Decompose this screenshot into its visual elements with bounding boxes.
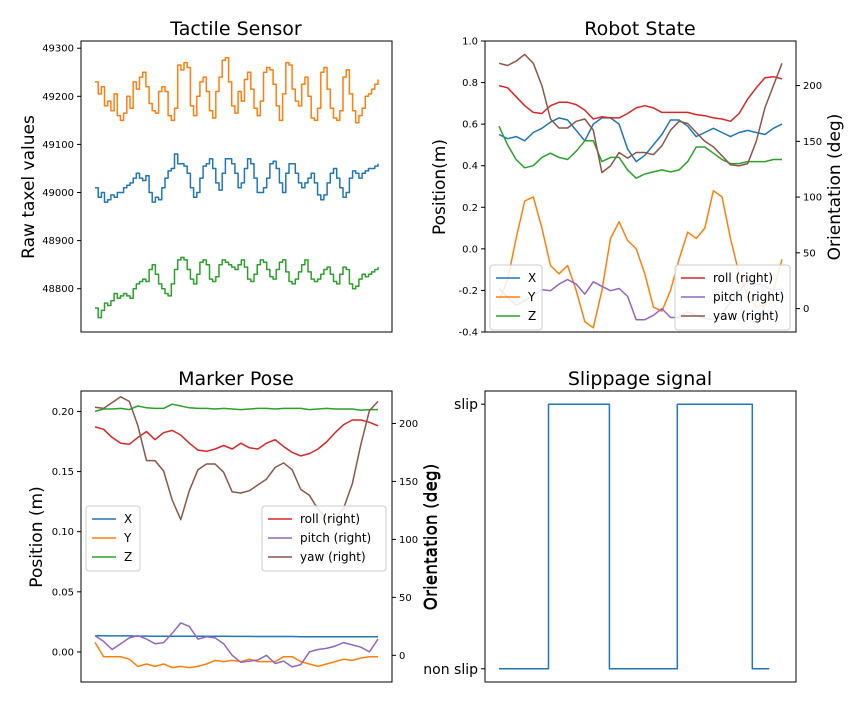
series-line-z xyxy=(498,125,782,179)
y-axis-label-right: Orientation (deg) xyxy=(421,464,441,611)
legend-position: XYZ xyxy=(489,264,543,331)
y-ticks: -0.4 -0.2 0.0 0.2 0.4 0.6 0.8 1.0 0 50 100 150 200 xyxy=(458,37,822,339)
y-tick-label: 0.15 xyxy=(52,467,74,478)
y-tick-label: 0.8 xyxy=(462,78,478,89)
y-tick-label: slip xyxy=(454,397,478,413)
y-tick-label: 48800 xyxy=(42,284,74,295)
panel-marker-pose: Marker Pose Position (m) Orientation (de… xyxy=(27,368,441,683)
series-line-0 xyxy=(95,57,379,124)
series-line-x xyxy=(94,634,378,638)
y-tick-label-right: 0 xyxy=(399,651,405,662)
y-tick-label: -0.2 xyxy=(458,286,478,297)
legend-label: Z xyxy=(124,550,132,564)
legend-box xyxy=(261,505,387,572)
legend-label: pitch (right) xyxy=(300,531,371,545)
y-tick-label-right: 200 xyxy=(399,419,418,430)
panel-slippage-signal: Slippage signal Orientation (deg) non sl… xyxy=(422,368,797,683)
legend-label: X xyxy=(124,512,132,526)
plot-area xyxy=(94,396,379,669)
y-tick-label-right: 150 xyxy=(803,137,822,148)
chart-title: Marker Pose xyxy=(178,368,294,390)
y-tick-label-right: 150 xyxy=(399,477,418,488)
axes-frame xyxy=(484,40,797,333)
series-line-x xyxy=(498,117,783,163)
y-tick-label-right: 100 xyxy=(399,535,418,546)
y-tick-label-right: 200 xyxy=(803,81,822,92)
y-tick-label-right: 50 xyxy=(399,593,412,604)
y-ticks: 0.00 0.05 0.10 0.15 0.20 0 50 100 150 200 xyxy=(52,407,418,662)
y-tick-label: 0.00 xyxy=(52,647,74,658)
series-line-y xyxy=(498,189,783,329)
y-axis-label-right: Orientation (deg) xyxy=(825,114,845,261)
y-ticks: 48800 48900 49000 49100 49200 49300 xyxy=(42,44,81,295)
panel-tactile-sensor: Tactile Sensor Raw taxel values 48800 489… xyxy=(19,18,393,333)
y-axis-label: Raw taxel values xyxy=(19,115,39,259)
legend-label: roll (right) xyxy=(300,512,360,526)
y-tick-label: 0.20 xyxy=(52,407,74,418)
series-line-yaw-right xyxy=(94,396,379,521)
legend-label: roll (right) xyxy=(713,271,773,285)
y-tick-label: 48900 xyxy=(42,236,74,247)
y-tick-label: 0.2 xyxy=(462,203,478,214)
plot-area xyxy=(498,53,783,329)
legend-label: Y xyxy=(527,290,536,304)
y-ticks: non slip slip xyxy=(423,397,485,678)
series-line-roll-right xyxy=(94,419,379,457)
plot-area xyxy=(499,403,770,670)
y-tick-label: 0.4 xyxy=(462,161,478,172)
legend-box xyxy=(674,264,791,331)
series-line-2 xyxy=(95,256,379,319)
y-axis-label: Orientation (deg) xyxy=(422,464,442,611)
y-tick-label-right: 0 xyxy=(803,304,809,315)
series-line-pitch-right xyxy=(94,622,379,668)
y-tick-label: 49300 xyxy=(42,44,74,55)
y-axis-label: Position (m) xyxy=(27,486,47,587)
y-tick-label-right: 50 xyxy=(803,248,816,259)
y-tick-label: 0.0 xyxy=(462,244,478,255)
legend-label: X xyxy=(528,271,536,285)
y-tick-label: 49200 xyxy=(42,92,74,103)
legend-position: XYZ xyxy=(85,505,141,572)
series-line-0 xyxy=(499,403,770,670)
series-line-1 xyxy=(95,153,379,203)
chart-title: Slippage signal xyxy=(568,368,712,390)
legend-label: Y xyxy=(123,531,132,545)
y-tick-label-right: 100 xyxy=(803,193,822,204)
legend-label: yaw (right) xyxy=(300,550,366,564)
series-line-y xyxy=(94,641,378,669)
axes-frame xyxy=(80,40,393,333)
legend-label: pitch (right) xyxy=(713,290,784,304)
y-axis-label: Position(m) xyxy=(430,139,450,235)
axes-frame xyxy=(80,390,393,683)
y-tick-label: 49100 xyxy=(42,140,74,151)
plot-area xyxy=(95,57,379,319)
y-tick-label: non slip xyxy=(423,662,478,678)
legend-label: Z xyxy=(528,309,536,323)
y-tick-label: 1.0 xyxy=(462,37,478,48)
y-tick-label: -0.4 xyxy=(458,328,478,339)
y-tick-label: 0.6 xyxy=(462,120,478,131)
y-tick-label: 0.10 xyxy=(52,527,74,538)
legend-orientation: roll (right) pitch (right) yaw (right) xyxy=(261,505,387,572)
series-line-z xyxy=(94,403,378,413)
axes-frame xyxy=(484,390,797,683)
legend-label: yaw (right) xyxy=(713,309,779,323)
y-tick-label: 0.05 xyxy=(52,587,74,598)
chart-title: Robot State xyxy=(584,18,695,40)
series-line-yaw-right xyxy=(498,53,783,174)
legend-orientation: roll (right) pitch (right) yaw (right) xyxy=(674,264,791,331)
chart-title: Tactile Sensor xyxy=(169,18,302,40)
y-tick-label: 49000 xyxy=(42,188,74,199)
series-line-roll-right xyxy=(498,75,783,123)
panel-robot-state: Robot State Position(m) Orientation (deg… xyxy=(430,18,845,339)
